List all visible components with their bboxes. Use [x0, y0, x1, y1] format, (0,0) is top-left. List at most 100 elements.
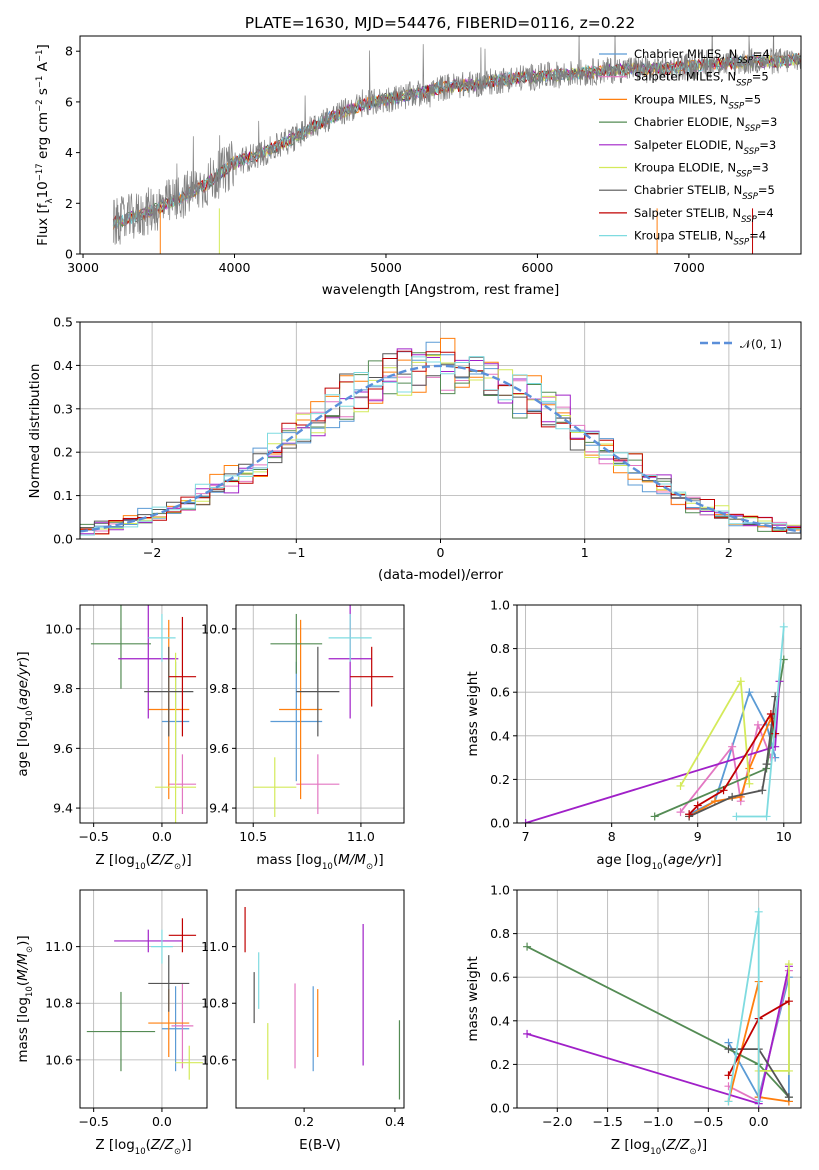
mass_weight_vs_age-xtick-label: 8: [608, 829, 616, 844]
mass_weight_vs_age-marker: [693, 801, 702, 810]
mass_weight_vs_Z-ylabel: mass weight: [465, 956, 481, 1041]
mass_vs_EBV-ytick-label: 11.0: [201, 939, 229, 954]
residuals-ylabel: Normed distribution: [27, 364, 43, 499]
mass_weight_vs_Z-marker: [523, 1029, 532, 1038]
age_vs_mass-ytick-label: 10.0: [201, 621, 229, 636]
age_vs_mass-frame: 10.5 11.0 9.4 9.6 9.8 10.0: [201, 604, 405, 844]
mass_weight_vs_Z-xtick-label: −0.5: [693, 1114, 723, 1129]
age_vs_Z-xlabel: Z [log10(Z/Z⊙)]: [95, 852, 191, 872]
mass_weight_vs_age-marker: [762, 760, 771, 769]
mass_vs_Z-points: [86, 918, 203, 1080]
residuals-xtick-label: 1: [581, 545, 589, 560]
mass_vs_EBV-border: [235, 889, 405, 1109]
spectrum-frame: 3000 4000 5000 6000 7000 0 2 4 6 8: [65, 35, 802, 275]
mass_weight_vs_age-marker: [650, 812, 659, 821]
mass_vs_Z-xlabel: Z [log10(Z/Z⊙)]: [95, 1137, 191, 1157]
mass_weight_vs_age-marker: [753, 720, 762, 729]
legend-entry: Chabrier ELODIE, NSSP=3: [634, 115, 777, 134]
mass_weight_vs_age-marker: [676, 808, 685, 817]
residuals-ytick-label: 0.4: [53, 358, 73, 373]
mass_weight_vs_age-border: [516, 604, 802, 824]
residuals-xtick-label: 0: [437, 545, 445, 560]
mass_weight_vs_Z-marker: [784, 1066, 793, 1075]
mass_weight_vs_age-marker: [766, 710, 775, 718]
mass_weight_vs_Z-xtick-label: −1.5: [592, 1114, 622, 1129]
residuals-hist-line: [80, 356, 801, 536]
mass_weight_vs_age-marker: [762, 812, 771, 821]
spectrum-ytick-label: 8: [65, 44, 73, 59]
mass_weight_vs_age-ytick-label: 0.0: [490, 816, 510, 831]
mass_weight_vs_age-ylabel: mass weight: [465, 671, 481, 756]
mass_weight_vs_Z-xtick-label: −1.0: [643, 1114, 673, 1129]
legend-entry: Salpeter ELODIE, NSSP=3: [634, 138, 776, 157]
mass_vs_Z-ytick-label: 10.6: [45, 1052, 73, 1067]
mass_weight_vs_age-xtick-label: 10: [776, 829, 792, 844]
spectrum-xtick-label: 6000: [522, 260, 554, 275]
residuals-ytick-label: 0.1: [53, 488, 73, 503]
spectrum-ytick-label: 0: [65, 247, 73, 262]
gauss-legend-label: 𝒩(0, 1): [740, 337, 782, 351]
mass_weight_vs_age-marker: [719, 786, 728, 795]
mass_weight_vs_age-marker: [758, 786, 767, 795]
age_vs_Z-ytick-label: 10.0: [45, 621, 73, 636]
mass_vs_Z-ytick-label: 11.0: [45, 939, 73, 954]
mass_vs_Z-frame: −0.5 0.0 10.6 10.8 11.0: [45, 889, 208, 1129]
mass_weight_vs_age-ytick-label: 1.0: [490, 598, 510, 613]
age_vs_mass-points: [253, 605, 394, 818]
mass_vs_EBV-xtick-label: 0.2: [294, 1114, 314, 1129]
mass_weight_vs_age-xtick-label: 7: [522, 829, 530, 844]
mass_weight_vs_age-xlabel: age [log10(age/yr)]: [596, 852, 721, 872]
mass_vs_EBV-ytick-label: 10.8: [201, 996, 229, 1011]
mass_weight_vs_age-xtick-label: 9: [694, 829, 702, 844]
age_vs_Z-frame: −0.5 0.0 9.4 9.6 9.8 10.0: [45, 604, 208, 844]
legend-entry: Kroupa ELODIE, NSSP=3: [634, 161, 769, 180]
age_vs_mass-xtick-label: 11.0: [347, 829, 375, 844]
age_vs_Z-xtick-label: −0.5: [78, 829, 108, 844]
mass_weight_vs_Z-ytick-label: 0.4: [490, 1013, 510, 1028]
spectrum-ylabel: Flux [fλ10−17 erg cm−2 s−1 A−1]: [35, 44, 55, 246]
mass_weight_vs_Z-marker: [724, 1045, 733, 1054]
age_vs_Z-ytick-label: 9.6: [53, 741, 73, 756]
age_vs_mass-xlabel: mass [log10(M/M⊙)]: [256, 852, 383, 872]
mass_vs_Z-ytick-label: 10.8: [45, 996, 73, 1011]
mass_weight_vs_age-marker: [676, 781, 685, 790]
age_vs_mass-ytick-label: 9.8: [209, 681, 229, 696]
spectrum-border: [79, 35, 802, 255]
mass_weight_vs_age-ytick-label: 0.8: [490, 641, 510, 656]
spectrum-data-line: [112, 36, 801, 245]
mass_vs_Z-axes: [80, 890, 207, 1108]
figure-title: PLATE=1630, MJD=54476, FIBERID=0116, z=0…: [245, 14, 635, 32]
mass_weight_vs_age-marker: [745, 764, 754, 773]
residuals-frame: −2 −1 0 1 2 0.0 0.1 0.2 0.3 0.4 0.5: [53, 315, 802, 560]
mass_weight_vs_age-marker: [745, 779, 754, 788]
mass_weight_vs_Z-marker: [523, 942, 532, 951]
mass_vs_Z-ylabel: mass [log10(M/M⊙)]: [15, 935, 35, 1062]
residuals-ytick-label: 0.3: [53, 401, 73, 416]
mass_weight_vs_Z-lines: [523, 907, 793, 1108]
residuals-ytick-label: 0.5: [53, 315, 73, 330]
mass_vs_EBV-ytick-label: 10.6: [201, 1052, 229, 1067]
residuals-ytick-label: 0.0: [53, 532, 73, 547]
spectrum-ytick-label: 2: [65, 196, 73, 211]
residuals-xtick-label: 2: [725, 545, 733, 560]
spectrum-xtick-label: 4000: [219, 260, 251, 275]
legend-entry: Chabrier STELIB, NSSP=5: [634, 183, 775, 202]
mass_weight_vs_Z-border: [516, 889, 802, 1109]
mass_weight_vs_Z-ytick-label: 0.0: [490, 1101, 510, 1116]
spectrum-xlabel: wavelength [Angstrom, rest frame]: [322, 282, 560, 298]
age_vs_Z-border: [79, 604, 208, 824]
spectrum-ytick-label: 6: [65, 94, 73, 109]
gauss-curve: [80, 364, 801, 533]
spectrum-ytick-label: 4: [65, 145, 73, 160]
mass_vs_Z-border: [79, 889, 208, 1109]
legend-entry: Kroupa MILES, NSSP=5: [634, 92, 761, 111]
age_vs_Z-points: [90, 605, 197, 823]
mass_weight_vs_Z-marker: [724, 1071, 733, 1080]
age_vs_Z-ytick-label: 9.8: [53, 681, 73, 696]
legend-entry: Kroupa STELIB, NSSP=4: [634, 229, 766, 248]
mass_weight_vs_Z-ytick-label: 0.2: [490, 1057, 510, 1072]
mass_weight_vs_age-marker: [745, 688, 754, 697]
mass_weight_vs_Z-marker: [754, 907, 763, 916]
legend-entry: Salpeter STELIB, NSSP=4: [634, 206, 774, 225]
